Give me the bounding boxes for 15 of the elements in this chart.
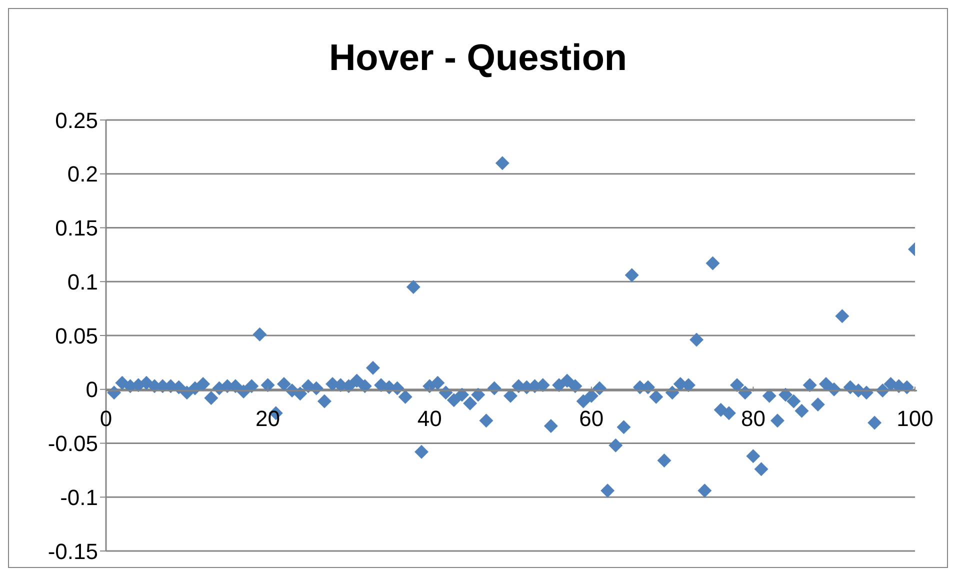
x-tick-label: 100 [896,406,934,432]
chart-title: Hover - Question [328,37,628,79]
y-tick-label: -0.05 [48,431,98,456]
y-tick-label: 0.2 [67,162,98,187]
x-tick-label: 60 [579,406,604,432]
x-tick-label: 40 [417,406,442,432]
y-tick-label: 0.05 [55,323,98,348]
x-tick-label: 20 [256,406,280,432]
y-tick-label: -0.15 [48,538,98,564]
y-tick-label: 0.15 [55,216,98,241]
y-tick-label: 0 [86,377,98,402]
y-tick-label: 0.1 [67,269,98,294]
y-tick-label: 0.25 [55,108,98,133]
y-tick-label: -0.1 [60,484,98,510]
x-tick-label: 80 [740,406,766,432]
